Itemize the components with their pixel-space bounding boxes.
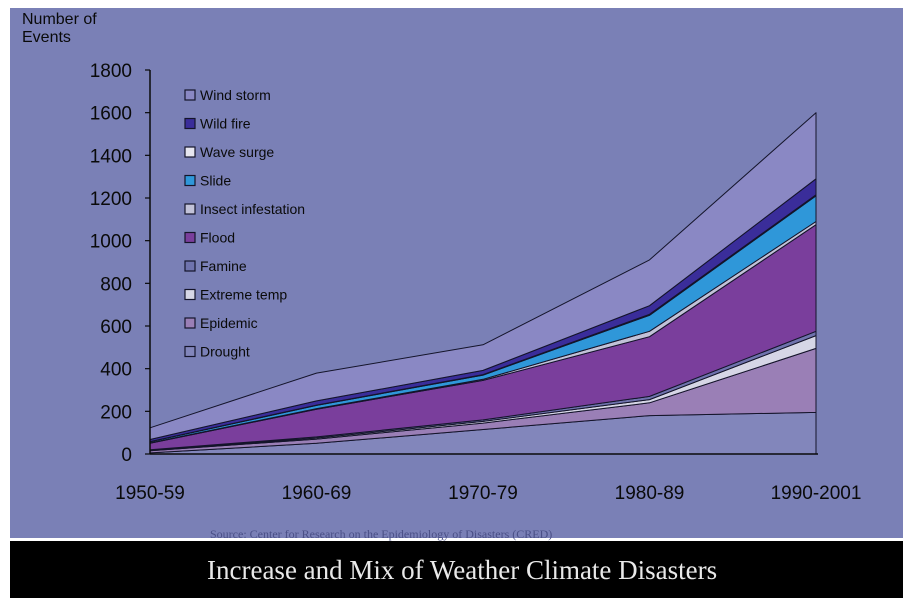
legend-swatch-wind-storm — [184, 89, 196, 101]
stacked-area-chart: 0 200 400 600 800 1000 1200 1400 1600 1800 1950-59… — [22, 11, 862, 504]
y-tick-label: 1000 — [90, 232, 132, 253]
y-axis-title: Events — [22, 29, 71, 46]
legend-label-epidemic: Epidemic — [200, 315, 258, 331]
legend-label-extreme-temp: Extreme temp — [200, 287, 287, 303]
legend-swatch-drought — [184, 345, 196, 358]
y-tick-label: 0 — [121, 445, 132, 466]
legend-swatch-extreme-temp — [184, 288, 196, 301]
source-note: Source: Center for Research on the Epide… — [210, 527, 553, 541]
legend-label-wind-storm: Wind storm — [200, 87, 271, 103]
legend-label-wild-fire: Wild fire — [200, 116, 251, 132]
chart-panel: 0 200 400 600 800 1000 1200 1400 1600 1800 1950-59… — [10, 8, 903, 541]
y-tick-label: 400 — [100, 360, 132, 381]
y-axis-title: Number of — [22, 11, 97, 28]
area-wind-storm — [149, 112, 817, 440]
slide-title: Increase and Mix of Weather Climate Disa… — [207, 555, 718, 585]
legend-swatch-insect-infestation — [184, 203, 196, 215]
x-tick-label: 1990-2001 — [771, 483, 862, 504]
y-tick-label: 200 — [100, 402, 132, 423]
legend-label-flood: Flood — [200, 230, 235, 246]
legend-swatch-wild-fire — [184, 117, 196, 130]
x-tick-label: 1970-79 — [448, 483, 518, 504]
legend-swatch-flood — [184, 231, 196, 244]
y-tick-label: 600 — [100, 317, 132, 338]
x-tick-label: 1950-59 — [115, 483, 185, 504]
legend: Wind storm Wild fire Wave surge Slide Insect… — [184, 87, 305, 360]
y-tick-label: 1200 — [90, 189, 132, 210]
x-tick-label: 1980-89 — [615, 483, 685, 504]
y-tick-label: 1800 — [90, 61, 132, 82]
y-tick-label: 1600 — [90, 104, 132, 125]
legend-label-slide: Slide — [200, 173, 231, 189]
area-series-group — [149, 112, 817, 455]
title-bar: Increase and Mix of Weather Climate Disa… — [10, 541, 903, 598]
legend-swatch-epidemic — [184, 317, 196, 329]
legend-label-insect-infestation: Insect infestation — [200, 201, 305, 217]
legend-swatch-wave-surge — [184, 146, 196, 158]
x-tick-label: 1960-69 — [282, 483, 352, 504]
legend-label-wave-surge: Wave surge — [200, 144, 274, 160]
legend-label-famine: Famine — [200, 258, 247, 274]
y-tick-label: 800 — [100, 274, 132, 295]
legend-swatch-slide — [184, 174, 196, 187]
legend-label-drought: Drought — [200, 344, 250, 360]
y-tick-label: 1400 — [90, 146, 132, 167]
legend-swatch-famine — [184, 260, 196, 272]
